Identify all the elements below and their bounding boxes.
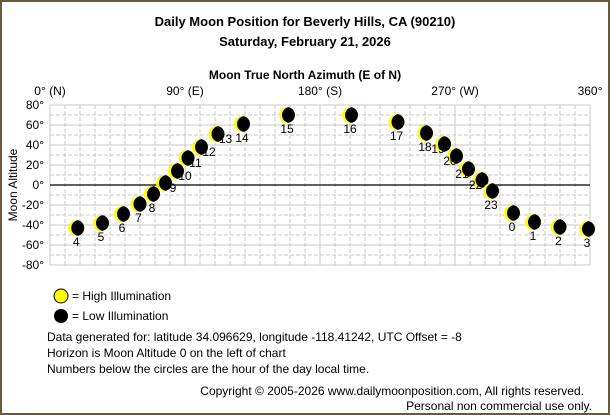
y-tick-label: 80°: [26, 98, 44, 112]
legend-high-illumination-icon: [53, 288, 69, 304]
moon-point-hour-4: [68, 220, 85, 236]
legend-low-label: = Low Illumination: [72, 309, 169, 323]
hour-label: 13: [219, 132, 233, 146]
moon-dark-part: [282, 107, 295, 123]
y-tick-label: -20°: [22, 198, 44, 212]
x-tick-label: 180° (S): [298, 84, 342, 98]
chart-subtitle: Saturday, February 21, 2026: [219, 34, 391, 49]
moon-point-hour-18: [417, 125, 433, 141]
moon-point-hour-3: [579, 221, 595, 237]
hour-label: 11: [189, 156, 202, 170]
moon-point-hour-2: [550, 219, 567, 235]
y-tick-label: 20°: [26, 158, 44, 172]
hour-label: 19: [431, 142, 445, 156]
hour-label: 20: [443, 154, 457, 168]
moon-point-hour-5: [93, 215, 109, 231]
hour-label: 23: [484, 198, 498, 212]
moon-dark-part: [528, 214, 541, 230]
y-tick-label: -60°: [22, 238, 44, 252]
moon-point-hour-15: [279, 107, 295, 123]
hour-label: 4: [73, 235, 80, 249]
moon-dark-part: [71, 220, 85, 236]
moon-dark-part: [237, 116, 250, 132]
hour-label: 17: [390, 129, 404, 143]
y-axis-title: Moon Altitude: [6, 148, 20, 221]
hour-label: 2: [555, 234, 562, 248]
moon-dark-part: [391, 114, 405, 130]
moon-dark-part: [507, 205, 520, 221]
x-tick-label: 360°: [578, 84, 603, 98]
moon-point-hour-6: [114, 206, 130, 222]
moon-point-hour-1: [525, 214, 541, 230]
x-tick-label: 270° (W): [431, 84, 478, 98]
y-tick-label: -40°: [22, 218, 44, 232]
hour-label: 16: [343, 122, 357, 136]
y-tick-label: 0°: [33, 178, 45, 192]
info-horizon: Horizon is Moon Altitude 0 on the left o…: [47, 346, 286, 360]
y-tick-label: 60°: [26, 118, 44, 132]
info-location: Data generated for: latitude 34.096629, …: [47, 330, 462, 344]
hour-label: 8: [149, 201, 156, 215]
moon-point-hour-17: [388, 114, 405, 130]
y-tick-label: 40°: [26, 138, 44, 152]
y-tick-label: -80°: [22, 258, 44, 272]
hour-label: 12: [202, 145, 216, 159]
hour-label: 1: [530, 229, 537, 243]
moon-dark-part: [420, 125, 433, 141]
hour-label: 15: [280, 122, 294, 136]
x-tick-label: 0° (N): [34, 84, 65, 98]
moon-dark-part: [553, 219, 567, 235]
hour-label: 18: [418, 140, 432, 154]
hour-label: 14: [235, 131, 249, 145]
x-tick-label: 90° (E): [166, 84, 203, 98]
chart-title: Daily Moon Position for Beverly Hills, C…: [154, 14, 456, 29]
hour-label: 21: [455, 167, 469, 181]
hour-label: 22: [469, 178, 483, 192]
hour-label: 0: [509, 220, 516, 234]
usage-note: Personal non commercial use only.: [406, 399, 592, 413]
hour-label: 7: [135, 211, 142, 225]
moon-point-hour-14: [234, 116, 250, 132]
moon-point-hour-0: [504, 205, 520, 221]
hour-label: 5: [98, 230, 105, 244]
copyright: Copyright © 2005-2026 www.dailymoonposit…: [200, 384, 584, 398]
hour-label: 9: [170, 181, 177, 195]
moon-dark-part: [117, 206, 130, 222]
moon-dark-part: [582, 221, 595, 237]
legend-low-illumination-icon: [54, 309, 68, 323]
legend-high-label: = High Illumination: [72, 289, 172, 303]
hour-label: 3: [584, 236, 591, 250]
hour-label: 10: [178, 169, 192, 183]
x-axis-title: Moon True North Azimuth (E of N): [208, 68, 402, 82]
hour-label: 6: [119, 221, 126, 235]
info-hours: Numbers below the circles are the hour o…: [47, 362, 370, 376]
